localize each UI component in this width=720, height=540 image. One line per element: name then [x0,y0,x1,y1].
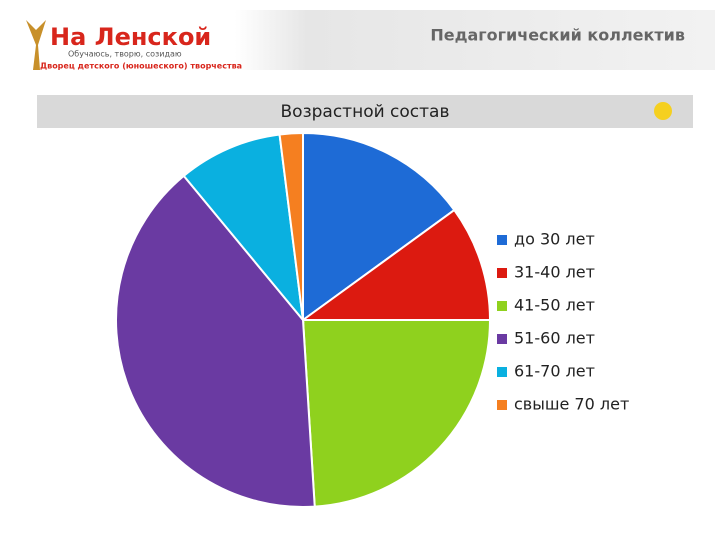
header-title: Педагогический коллектив [430,26,685,45]
chart-title: Возрастной состав [281,102,450,122]
header-brush [235,10,715,70]
legend-label: 31-40 лет [514,263,595,282]
pie-slice [115,174,316,508]
logo-organization: Дворец детского (юношеского) творчества [40,62,242,71]
legend-swatch [497,235,507,245]
pie-slice [299,208,492,321]
legend-swatch [497,301,507,311]
logo-figure [26,20,46,70]
pie-slice [182,133,305,324]
pie-slice [302,131,456,322]
legend-swatch [497,268,507,278]
legend: до 30 лет 31-40 лет 41-50 лет 51-60 лет 61-7… [497,230,629,414]
legend-label: до 30 лет [514,230,595,249]
pie-slice [301,319,492,508]
legend-label: 51-60 лет [514,329,595,348]
pie-slice [278,131,304,321]
logo-text: На Ленской [50,23,211,51]
legend-swatch [497,334,507,344]
title-bar [37,95,693,128]
logo-motto: Обучаюсь, творю, созидаю [68,50,182,59]
legend-swatch [497,367,507,377]
pie [115,131,492,508]
legend-label: 41-50 лет [514,296,595,315]
legend-swatch [497,400,507,410]
legend-label: 61-70 лет [514,362,595,381]
legend-label: свыше 70 лет [514,395,629,414]
decor-dot [654,102,672,120]
